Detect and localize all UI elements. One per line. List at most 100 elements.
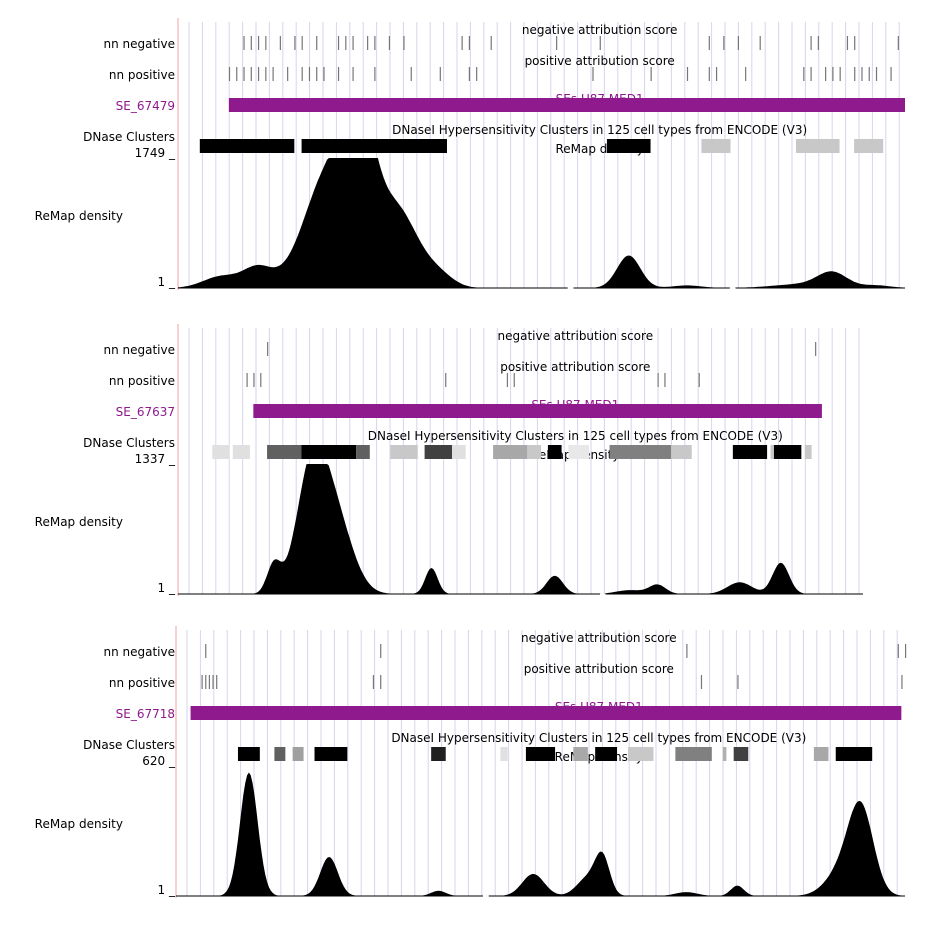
dnase-cluster-block (301, 445, 357, 459)
dnase-cluster-block (314, 747, 348, 761)
pos-score-tick (737, 675, 739, 689)
density-min-label: 1 _ (158, 275, 176, 289)
neg-score-tick (294, 36, 296, 50)
track-title-dnase: DNaseI Hypersensitivity Clusters in 125 … (368, 429, 783, 443)
pos-score-tick (201, 675, 203, 689)
pos-score-tick (243, 67, 245, 81)
row-label-se-id: SE_67637 (116, 405, 175, 419)
dnase-cluster-block (292, 747, 304, 761)
pos-score-tick (745, 67, 747, 81)
neg-score-tick (352, 36, 354, 50)
pos-score-tick (839, 67, 841, 81)
dnase-cluster-block (431, 747, 446, 761)
dnase-cluster-block (627, 747, 654, 761)
dnase-cluster-block (237, 747, 260, 761)
neg-score-tick (815, 342, 817, 356)
dnase-cluster-block (390, 445, 418, 459)
panel-1: nn negative nn positive SE_67479 DNase Clus… (35, 18, 905, 290)
neg-score-tick (267, 342, 269, 356)
pos-score-tick (316, 67, 318, 81)
row-label-remap-density: ReMap density (35, 515, 123, 529)
track-title-positive: positive attribution score (524, 662, 674, 676)
neg-score-tick (854, 36, 856, 50)
dnase-cluster-block (525, 747, 556, 761)
neg-score-tick (708, 36, 710, 50)
panel-2: nn negative nn positive SE_67637 DNase Clus… (35, 324, 863, 596)
dnase-cluster-block (722, 747, 727, 761)
neg-score-tick (905, 644, 907, 658)
density-min-label: 1 _ (158, 883, 176, 897)
neg-score-tick (599, 36, 601, 50)
pos-score-tick (374, 67, 376, 81)
row-label-dnase-clusters: DNase Clusters (83, 436, 175, 450)
row-label-se-id: SE_67718 (116, 707, 175, 721)
pos-score-tick (272, 67, 274, 81)
pos-score-tick (901, 675, 903, 689)
pos-score-tick (868, 67, 870, 81)
row-label-nn-positive: nn positive (109, 374, 175, 388)
pos-score-tick (715, 67, 718, 81)
neg-score-tick (810, 36, 812, 50)
pos-score-tick (657, 373, 659, 387)
pos-score-tick (825, 67, 827, 81)
neg-score-tick (759, 36, 761, 50)
track-title-negative: negative attribution score (521, 631, 677, 645)
dnase-cluster-block (732, 445, 768, 459)
dnase-cluster-block (813, 747, 829, 761)
pos-score-tick (650, 67, 652, 81)
dnase-cluster-block (212, 445, 230, 459)
neg-score-tick (490, 36, 492, 50)
track-title-dnase: DNaseI Hypersensitivity Clusters in 125 … (391, 731, 806, 745)
pos-score-tick (803, 67, 805, 81)
neg-score-tick (388, 36, 391, 50)
pos-score-tick (476, 67, 478, 81)
pos-score-tick (228, 67, 231, 81)
pos-score-tick (468, 67, 470, 81)
dnase-cluster-block (595, 747, 618, 761)
pos-score-tick (513, 373, 515, 387)
dnase-cluster-block (568, 445, 589, 459)
track-title-positive: positive attribution score (525, 54, 675, 68)
neg-score-tick (686, 644, 688, 658)
pos-score-tick (861, 67, 863, 81)
remap-density-area (178, 158, 905, 288)
pos-score-tick (208, 675, 211, 689)
dnase-cluster-block (199, 139, 295, 153)
pos-score-tick (708, 67, 710, 81)
dnase-cluster-block (493, 445, 528, 459)
pos-score-tick (250, 67, 252, 81)
se-region-bar (190, 706, 902, 720)
pos-score-tick (301, 67, 303, 81)
row-label-se-id: SE_67479 (116, 99, 175, 113)
pos-score-tick (260, 373, 262, 387)
neg-score-tick (403, 36, 405, 50)
pos-score-tick (700, 675, 703, 689)
neg-score-tick (243, 36, 245, 50)
pos-score-tick (506, 373, 508, 387)
dnase-cluster-block (733, 747, 749, 761)
track-title-dnase: DNaseI Hypersensitivity Clusters in 125 … (392, 123, 807, 137)
neg-score-tick (257, 36, 260, 50)
dnase-cluster-block (804, 445, 812, 459)
row-label-dnase-clusters: DNase Clusters (83, 738, 175, 752)
dnase-cluster-block (232, 445, 250, 459)
dnase-cluster-block (606, 139, 651, 153)
pos-score-tick (854, 67, 856, 81)
dnase-cluster-block (424, 445, 452, 459)
dnase-cluster-block (267, 445, 302, 459)
density-max-label: 1749 _ (135, 146, 176, 160)
se-region-bar (253, 404, 822, 418)
neg-score-tick (556, 36, 558, 50)
pos-score-tick (287, 67, 289, 81)
pos-score-tick (439, 67, 441, 81)
neg-score-tick (345, 36, 347, 50)
neg-score-tick (367, 36, 369, 50)
pos-score-tick (323, 67, 325, 81)
dnase-cluster-block (527, 445, 542, 459)
se-region-bar (228, 98, 905, 112)
row-label-nn-positive: nn positive (109, 68, 175, 82)
dnase-cluster-block (573, 747, 588, 761)
pos-score-tick (308, 67, 311, 81)
pos-score-tick (246, 373, 248, 387)
